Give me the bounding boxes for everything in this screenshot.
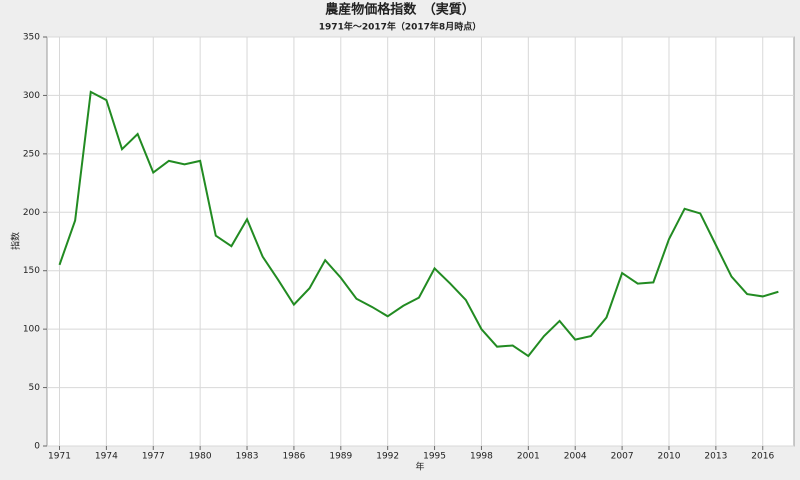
y-tick-label: 150 (23, 266, 40, 276)
x-tick-label: 1989 (329, 452, 352, 462)
x-tick-label: 2004 (564, 452, 587, 462)
x-tick-label: 2001 (517, 452, 540, 462)
y-tick-label: 200 (23, 208, 40, 218)
x-tick-label: 2013 (704, 452, 727, 462)
x-tick-label: 1983 (236, 452, 259, 462)
plot-area (46, 36, 795, 447)
x-tick-label: 1971 (48, 452, 71, 462)
x-tick-label: 1986 (282, 452, 305, 462)
x-tick-label: 1977 (142, 452, 165, 462)
x-tick-label: 2010 (658, 452, 681, 462)
y-tick-label: 300 (23, 91, 40, 101)
x-tick-label: 1995 (423, 452, 446, 462)
chart-title: 農産物価格指数 （実質） (325, 2, 475, 18)
x-axis-label: 年 (415, 461, 424, 473)
x-tick-label: 2016 (751, 452, 774, 462)
chart-subtitle: 1971年～2017年（2017年8月時点） (319, 21, 481, 33)
y-tick-label: 250 (23, 149, 40, 159)
y-axis-label: 指数 (10, 232, 22, 250)
data-line (58, 90, 779, 358)
x-tick-label: 2007 (611, 452, 634, 462)
y-tick-label: 0 (34, 442, 40, 452)
x-tick-label: 1998 (470, 452, 493, 462)
y-tick-label: 350 (23, 33, 40, 43)
y-tick-label: 100 (23, 325, 40, 335)
x-tick-label: 1974 (95, 452, 118, 462)
x-tick-label: 1992 (376, 452, 399, 462)
y-tick-label: 50 (29, 383, 41, 393)
x-tick-label: 1980 (189, 452, 212, 462)
